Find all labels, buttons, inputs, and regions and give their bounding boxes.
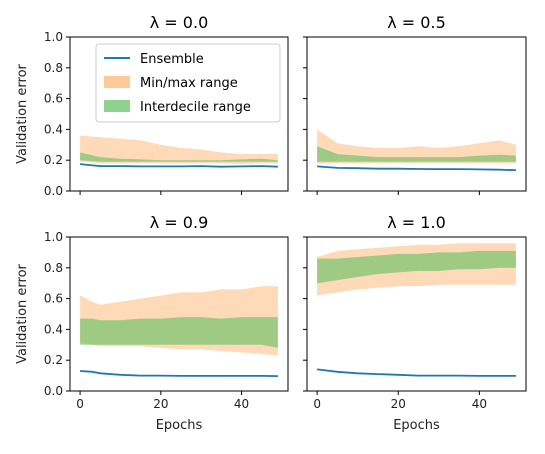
y-tick-label: 0.4 — [44, 122, 63, 136]
ensemble-line-4 — [316, 368, 516, 377]
axes-frame-1 — [69, 36, 289, 192]
legend-swatch-2 — [104, 76, 130, 88]
ensemble-line-3 — [80, 370, 278, 377]
y-tick-label: 0.2 — [44, 353, 63, 367]
y-tick-label: 0.4 — [44, 322, 63, 336]
legend-label-1: Ensemble — [140, 52, 204, 67]
y-tick-label: 0.6 — [44, 292, 63, 306]
ensemble-line-2 — [317, 165, 516, 172]
axes-frame-3 — [69, 236, 289, 392]
y-tick-label: 0.6 — [44, 92, 63, 106]
x-tick-label: 40 — [472, 397, 487, 411]
y-tick-label: 0.2 — [44, 153, 63, 167]
y-axis-label: Validation error — [15, 263, 30, 363]
legend-label-2: Min/max range — [140, 76, 238, 91]
legend-label-3: Interdecile range — [140, 100, 251, 115]
panel-title-2: λ = 0.5 — [387, 13, 446, 32]
x-axis-label: Epochs — [393, 418, 440, 433]
minmax-band-1 — [80, 135, 278, 165]
y-tick-label: 1.0 — [44, 230, 63, 244]
y-tick-label: 1.0 — [44, 30, 63, 44]
legend-box — [95, 43, 281, 123]
x-tick-label: 0 — [76, 397, 84, 411]
panel-title-3: λ = 0.9 — [150, 213, 209, 232]
axes-frame-4 — [306, 236, 527, 392]
panel-title-4: λ = 1.0 — [387, 213, 446, 232]
minmax-band-2 — [317, 129, 516, 164]
y-tick-label: 0.8 — [44, 261, 63, 275]
x-axis-label: Epochs — [156, 418, 203, 433]
y-tick-label: 0.8 — [44, 61, 63, 75]
x-tick-label: 0 — [313, 397, 321, 411]
panel-title-1: λ = 0.0 — [150, 13, 209, 32]
x-tick-label: 20 — [391, 397, 406, 411]
y-axis-label: Validation error — [15, 63, 30, 163]
interdecile-band-2 — [317, 146, 516, 162]
legend-swatch-3 — [104, 100, 130, 112]
axes-frame-2 — [306, 36, 527, 192]
interdecile-band-1 — [80, 152, 278, 162]
y-tick-label: 0.0 — [44, 184, 63, 198]
interdecile-band-4 — [317, 250, 516, 284]
ensemble-line-1 — [80, 163, 278, 168]
interdecile-band-3 — [80, 317, 278, 348]
x-tick-label: 20 — [153, 397, 168, 411]
x-tick-label: 40 — [234, 397, 249, 411]
y-tick-label: 0.0 — [44, 384, 63, 398]
